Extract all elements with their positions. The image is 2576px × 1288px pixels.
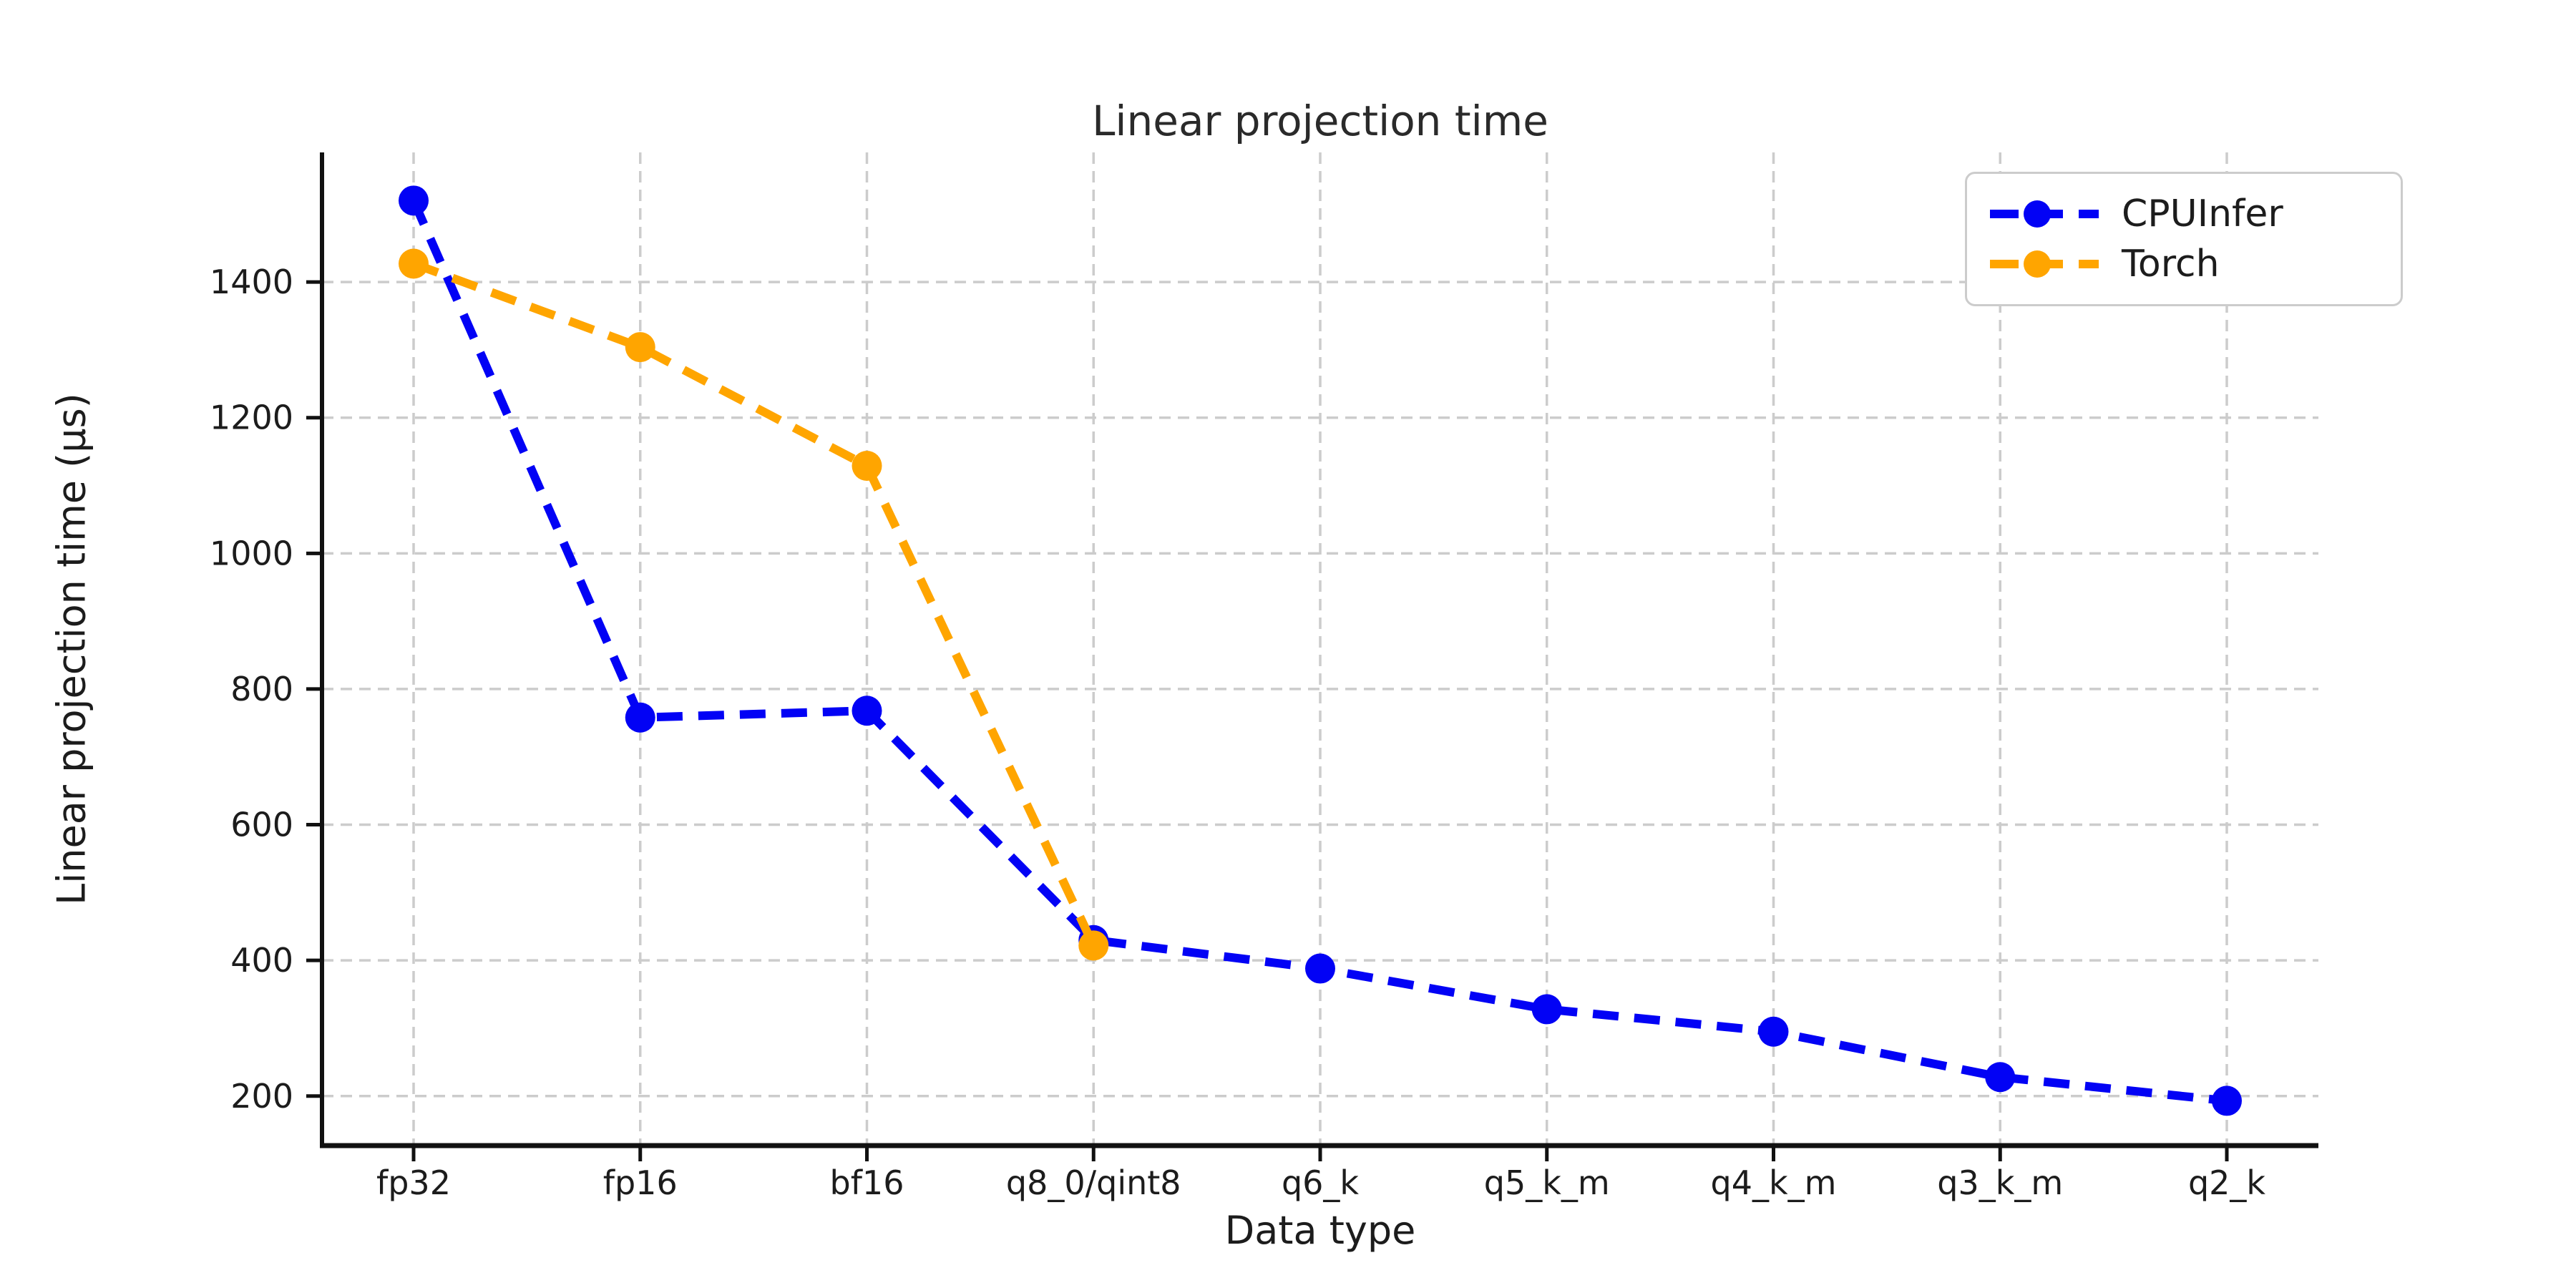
legend-row-torch: Torch: [1987, 245, 2381, 283]
legend: CPUInfer Torch: [1965, 172, 2403, 306]
y-tick-label: 400: [230, 941, 293, 980]
x-axis-title: Data type: [1224, 1208, 1416, 1253]
data-point-cpuinfer: [1305, 953, 1335, 984]
x-tick-label: q3_k_m: [1937, 1163, 2063, 1202]
data-point-cpuinfer: [625, 702, 655, 733]
y-tick-label: 1000: [210, 534, 293, 572]
x-tick-label: q5_k_m: [1484, 1163, 1610, 1202]
data-point-cpuinfer: [1758, 1016, 1789, 1047]
data-point-torch: [625, 332, 655, 363]
y-tick-label: 1200: [210, 399, 293, 437]
legend-label-cpuinfer: CPUInfer: [2122, 192, 2283, 235]
data-point-cpuinfer: [2212, 1085, 2242, 1116]
legend-row-cpuinfer: CPUInfer: [1987, 195, 2381, 233]
x-tick-label: fp16: [603, 1163, 678, 1202]
series-line-torch: [411, 259, 1098, 947]
x-tick-label: fp32: [376, 1163, 451, 1202]
legend-line-sample-icon: [1990, 250, 2099, 278]
x-tick-label: bf16: [830, 1163, 904, 1202]
data-point-cpuinfer: [852, 696, 882, 726]
y-tick-label: 200: [230, 1077, 293, 1116]
legend-line-sample-icon: [1990, 200, 2099, 228]
y-axis-title: Linear projection time (µs): [49, 393, 94, 905]
y-tick-label: 800: [230, 670, 293, 708]
data-point-torch: [852, 451, 882, 482]
y-tick-label: 600: [230, 806, 293, 844]
data-point-cpuinfer: [399, 185, 429, 216]
data-point-torch: [1078, 930, 1109, 961]
chart-title: Linear projection time: [1092, 97, 1548, 145]
data-point-cpuinfer: [1985, 1062, 2016, 1093]
legend-label-torch: Torch: [2122, 243, 2220, 286]
data-point-torch: [399, 248, 429, 279]
x-tick-label: q2_k: [2188, 1163, 2265, 1202]
data-point-cpuinfer: [1531, 994, 1562, 1025]
y-tick-label: 1400: [210, 263, 293, 301]
x-tick-label: q6_k: [1282, 1163, 1359, 1202]
x-tick-label: q4_k_m: [1711, 1163, 1837, 1202]
x-tick-label: q8_0/qint8: [1006, 1163, 1181, 1202]
